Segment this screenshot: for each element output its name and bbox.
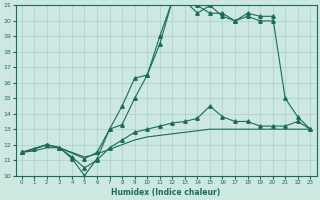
X-axis label: Humidex (Indice chaleur): Humidex (Indice chaleur) <box>111 188 221 197</box>
